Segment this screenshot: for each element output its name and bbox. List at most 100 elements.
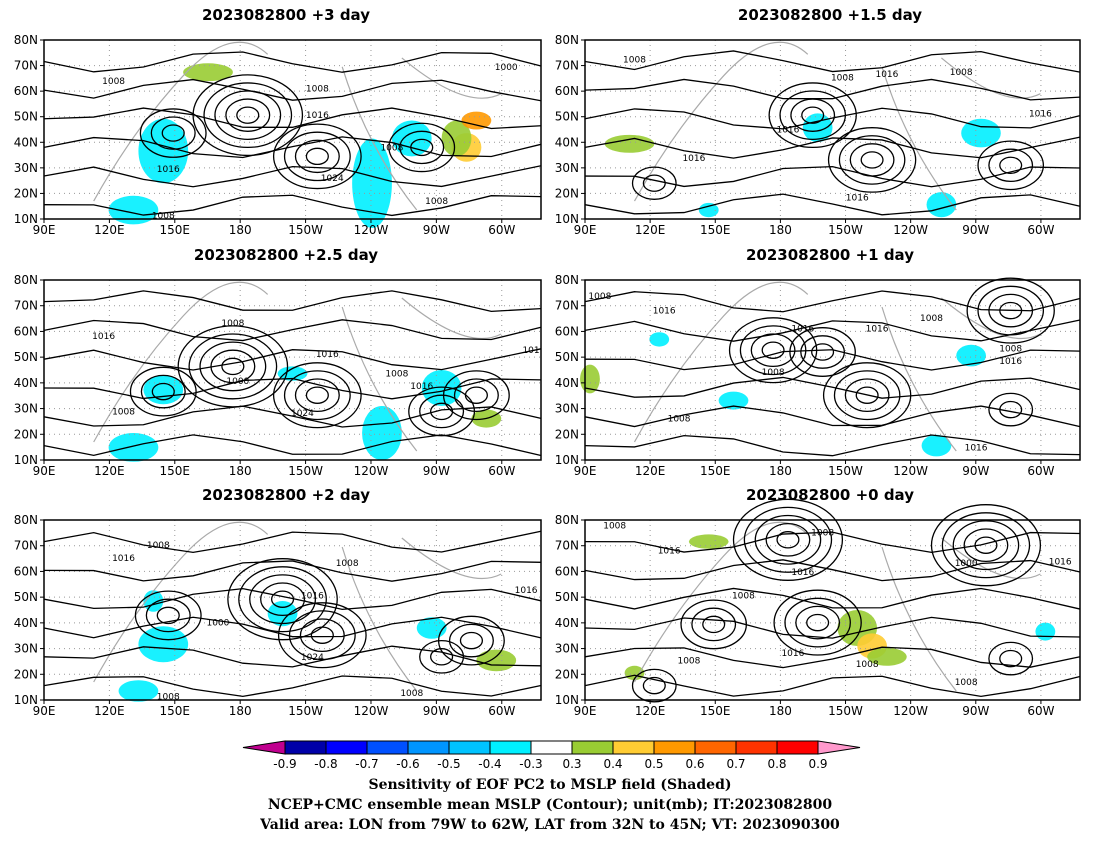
- pressure-cell-contour: [225, 98, 271, 132]
- pressure-cell-contour: [999, 400, 1023, 419]
- isobar: [43, 136, 542, 159]
- isobar: [584, 434, 1081, 457]
- pressure-cell-contour: [227, 558, 338, 641]
- isobar: [584, 531, 1081, 554]
- y-tick-label: 80N: [555, 273, 579, 287]
- pressure-cell-contour: [754, 514, 822, 565]
- isobar: [584, 136, 1081, 159]
- pressure-cell-contour: [811, 343, 835, 361]
- pressure-cell-contour: [642, 174, 666, 192]
- colorbar-tick-label: 0.7: [726, 757, 745, 771]
- pressure-cell-contour: [702, 615, 726, 634]
- y-tick-label: 40N: [14, 135, 38, 149]
- pressure-cell-contour: [999, 649, 1023, 668]
- contour-label: 1008: [856, 660, 879, 670]
- pressure-cell-contour: [214, 90, 282, 140]
- pressure-cell-contour: [849, 143, 895, 177]
- y-tick-label: 40N: [555, 135, 579, 149]
- pressure-cell-contour: [249, 574, 317, 625]
- pressure-cell-contour: [801, 106, 825, 124]
- pressure-cell-contour: [260, 582, 306, 617]
- pressure-cell-contour: [930, 504, 1042, 587]
- pressure-cell-contour: [855, 386, 879, 404]
- isobar: [43, 194, 542, 217]
- colorbar-tick-label: -0.7: [355, 757, 378, 771]
- isobar: [584, 376, 1081, 399]
- map-panel-6: 1008 1016 1008 1008 1016 1016 1008 1008 1000 1016…: [555, 498, 1081, 718]
- isobar: [584, 674, 1081, 698]
- x-tick-label: 120W: [354, 223, 389, 237]
- x-tick-label: 90E: [574, 704, 597, 718]
- y-tick-label: 20N: [555, 186, 579, 200]
- x-tick-label: 180: [769, 704, 792, 718]
- colorbar-tick-label: 0.6: [685, 757, 704, 771]
- y-tick-label: 10N: [555, 693, 579, 707]
- map-frame: [43, 39, 542, 220]
- y-tick-label: 50N: [555, 350, 579, 364]
- pressure-cell-contour: [743, 506, 833, 573]
- y-tick-label: 10N: [14, 212, 38, 226]
- y-tick-label: 60N: [555, 324, 579, 338]
- pressure-cell-contour: [272, 123, 362, 190]
- y-tick-label: 70N: [555, 59, 579, 73]
- pressure-cell-contour: [221, 357, 245, 376]
- contour-label: 1016: [316, 350, 339, 360]
- pressure-cell-contour: [952, 520, 1020, 571]
- pressure-cell-contour: [410, 138, 434, 157]
- x-tick-label: 180: [229, 464, 252, 478]
- colorbar-tick-label: 0.4: [603, 757, 622, 771]
- pressure-cell-contour: [631, 668, 677, 703]
- pressure-cell-contour: [294, 139, 340, 174]
- x-tick-label: 150E: [700, 704, 731, 718]
- colorbar-segment: [407, 740, 450, 755]
- pressure-cell-contour: [784, 597, 851, 648]
- x-tick-label: 90W: [962, 704, 989, 718]
- pressure-cell-contour: [827, 127, 917, 193]
- contour-label: 1016: [112, 554, 135, 564]
- contour-label: 1008: [147, 541, 170, 551]
- contour-label: 1016: [999, 357, 1022, 367]
- pressure-cell-contour: [129, 366, 197, 417]
- pressure-cell-contour: [790, 98, 836, 132]
- pressure-cell-contour: [642, 676, 666, 695]
- contour-label: 1024: [301, 653, 324, 663]
- colorbar-tick-label: -0.4: [478, 757, 501, 771]
- y-tick-label: 60N: [555, 564, 579, 578]
- pressure-cell-contour: [680, 599, 748, 650]
- pressure-cell-contour: [776, 531, 800, 549]
- pressure-cell-contour: [966, 277, 1055, 344]
- isobar: [43, 78, 542, 102]
- contour-label: 1000: [955, 559, 978, 569]
- contour-label: 1016: [1049, 557, 1072, 567]
- footer-line-3: Valid area: LON from 79W to 62W, LAT fro…: [260, 817, 840, 833]
- contour-label: 1008: [157, 692, 180, 702]
- isobar: [43, 290, 542, 313]
- footer-line-1: Sensitivity of EOF PC2 to MSLP field (Sh…: [368, 777, 732, 793]
- panel-title-2: 2023082800 +1.5 day: [737, 6, 923, 24]
- contour-label: 1008: [152, 211, 175, 221]
- y-tick-label: 70N: [555, 299, 579, 313]
- colorbar-min-arrow: [242, 740, 286, 755]
- y-tick-label: 40N: [555, 616, 579, 630]
- pressure-cell-contour: [305, 147, 329, 166]
- contour-label: 1016: [682, 154, 705, 164]
- sensitivity-shading: [1035, 622, 1056, 641]
- map-frame: [584, 519, 1081, 701]
- pressure-cell-contour: [838, 135, 906, 185]
- map-frame: [584, 279, 1081, 461]
- contour-label: 1016: [791, 568, 814, 578]
- x-tick-label: 150W: [288, 464, 323, 478]
- contour-label: 1008: [385, 370, 408, 380]
- x-tick-label: 90W: [423, 464, 450, 478]
- colorbar-segment: [612, 740, 655, 755]
- pressure-cell-contour: [800, 335, 846, 369]
- y-tick-label: 50N: [555, 590, 579, 604]
- colorbar: -0.9 -0.8 -0.7 -0.6 -0.5 -0.4 -0.3 0.3 0.4 0.5 0.6…: [242, 740, 861, 771]
- pressure-cell-contour: [199, 341, 267, 392]
- colorbar-segment: [284, 740, 327, 755]
- pressure-cell-contour: [732, 498, 844, 581]
- isobar: [43, 434, 542, 457]
- contour-label: 1016: [846, 194, 869, 204]
